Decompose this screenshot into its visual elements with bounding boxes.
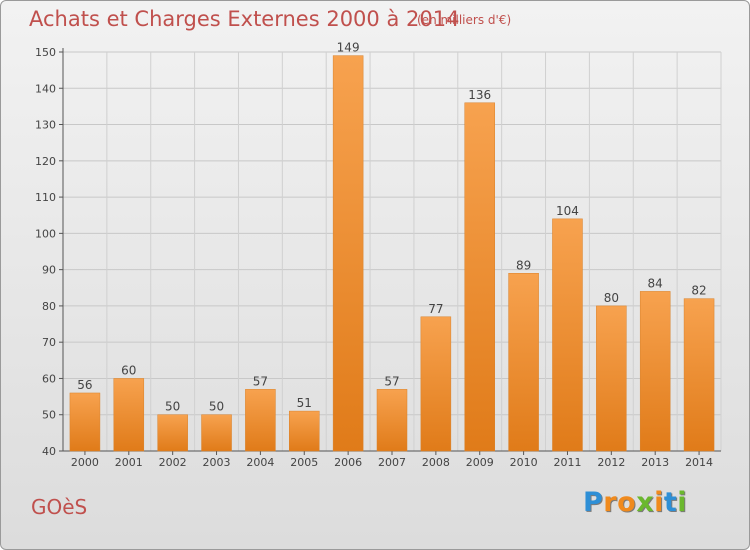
data-label: 56 <box>77 378 92 392</box>
bar <box>596 305 627 452</box>
logo-letter: i <box>677 487 688 518</box>
x-tick-label: 2009 <box>466 456 494 469</box>
bar <box>69 392 101 452</box>
logo-letter: r <box>603 487 618 518</box>
logo-letter: t <box>663 487 678 518</box>
y-tick-label: 50 <box>42 409 56 422</box>
logo-letter: i <box>654 487 664 518</box>
chart-title: Achats et Charges Externes 2000 à 2014 <box>29 7 460 31</box>
y-tick-label: 100 <box>35 227 56 240</box>
data-label: 57 <box>384 374 399 388</box>
logo-letter: x <box>636 487 655 518</box>
bar <box>113 378 145 452</box>
bar <box>464 102 495 452</box>
x-tick-label: 2013 <box>641 456 669 469</box>
y-tick-label: 120 <box>35 155 56 168</box>
y-tick-label: 110 <box>35 191 56 204</box>
data-label: 57 <box>253 374 268 388</box>
x-tick-label: 2002 <box>159 456 187 469</box>
data-label: 89 <box>516 258 531 272</box>
x-tick-label: 2010 <box>510 456 538 469</box>
logo-letter: o <box>617 487 637 518</box>
proxiti-logo: Proxiti <box>583 487 687 518</box>
x-tick-label: 2007 <box>378 456 406 469</box>
bar <box>201 414 232 452</box>
data-label: 60 <box>121 363 136 377</box>
y-tick-label: 90 <box>42 264 56 277</box>
x-tick-label: 2005 <box>290 456 318 469</box>
data-label: 50 <box>165 400 180 414</box>
data-label: 77 <box>428 302 443 316</box>
bar <box>289 410 320 452</box>
x-tick-label: 2008 <box>422 456 450 469</box>
x-tick-label: 2014 <box>685 456 713 469</box>
y-tick-label: 150 <box>35 46 56 59</box>
data-label: 51 <box>297 396 312 410</box>
data-label: 136 <box>468 88 491 102</box>
data-label: 84 <box>648 276 663 290</box>
x-tick-label: 2006 <box>334 456 362 469</box>
data-label: 50 <box>209 400 224 414</box>
x-tick-label: 2011 <box>553 456 581 469</box>
y-tick-label: 140 <box>35 82 56 95</box>
x-tick-label: 2003 <box>203 456 231 469</box>
x-tick-label: 2001 <box>115 456 143 469</box>
bar <box>157 414 188 452</box>
bars <box>69 55 715 452</box>
bar <box>639 291 671 452</box>
y-tick-label: 80 <box>42 300 56 313</box>
bar <box>683 298 715 452</box>
bar <box>332 55 364 452</box>
y-tick-label: 70 <box>42 336 56 349</box>
y-tick-label: 60 <box>42 372 56 385</box>
y-tick-label: 40 <box>42 445 56 458</box>
x-tick-label: 2012 <box>597 456 625 469</box>
bar <box>376 389 408 452</box>
data-label: 82 <box>691 284 706 298</box>
bar <box>552 218 583 452</box>
x-tick-label: 2000 <box>71 456 99 469</box>
bar <box>420 316 452 452</box>
bar <box>508 273 539 452</box>
logo-letter: P <box>583 487 604 518</box>
y-tick-label: 130 <box>35 119 56 132</box>
chart-subtitle: (en milliers d'€) <box>417 13 512 27</box>
data-label: 80 <box>604 291 619 305</box>
x-tick-label: 2004 <box>246 456 274 469</box>
labels: 40 50 60 70 80 90 100 110 120 130 140 150 56 2000 60 20… <box>35 41 713 469</box>
data-label: 149 <box>337 41 360 55</box>
location-label: GOèS <box>31 495 88 519</box>
bar <box>245 389 276 452</box>
data-label: 104 <box>556 204 579 218</box>
